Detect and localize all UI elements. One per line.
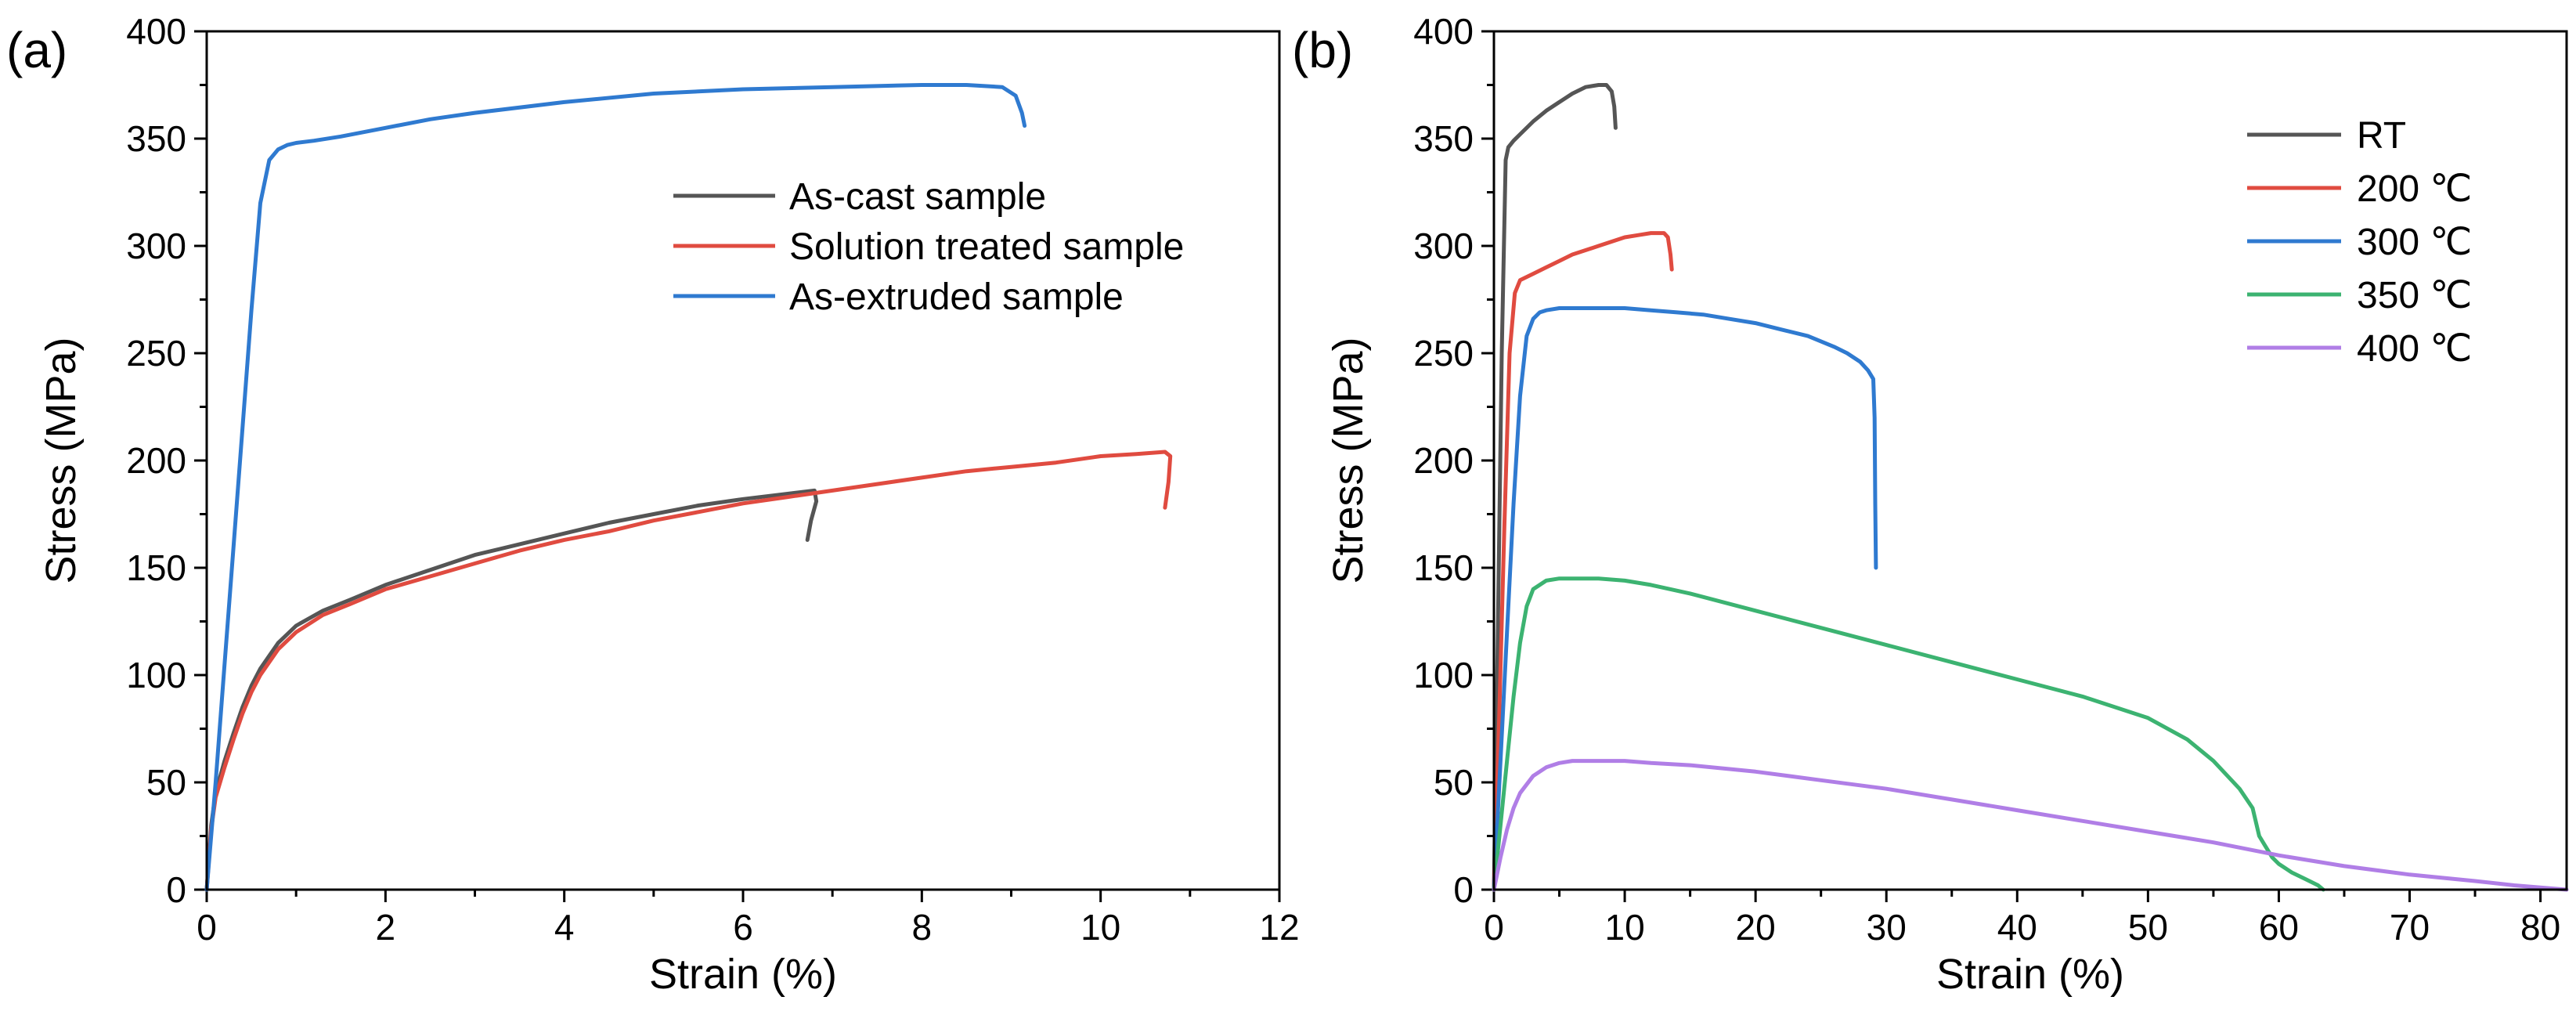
panel-a-series-line-0 — [204, 488, 819, 892]
panel-a-y-ticks: 0 50 100 150 200 250 300 350 400 — [126, 11, 207, 910]
panel-a-x-tick-label: 12 — [1259, 907, 1299, 948]
panel-b-series-line-0 — [1492, 83, 1618, 892]
panel-b-y-tick-label: 250 — [1413, 333, 1474, 374]
panel-b-y-tick-label: 400 — [1413, 11, 1474, 52]
panel-b-x-ticks: 0 10 20 30 40 50 60 70 80 — [1484, 890, 2560, 948]
panel-b-legend-label-3: 350 ℃ — [2357, 275, 2472, 316]
panel-b-x-tick-label: 0 — [1484, 907, 1504, 948]
panel-b-legend-label-0: RT — [2357, 115, 2406, 157]
panel-a-x-tick-label: 6 — [733, 907, 753, 948]
panel-b-legend: RT 200 ℃ 300 ℃ 350 ℃ 400 ℃ — [2247, 115, 2472, 370]
panel-a-x-axis-title: Strain (%) — [649, 951, 837, 998]
panel-a-label: (a) — [6, 22, 67, 78]
panel-a-series-line-1 — [204, 450, 1173, 892]
panel-b-series-line-3 — [1492, 576, 2325, 892]
panel-b-y-tick-label: 0 — [1453, 869, 1474, 910]
panel-b-x-tick-label: 70 — [2390, 907, 2430, 948]
panel-b-label: (b) — [1292, 22, 1353, 78]
panel-a-y-tick-label: 250 — [126, 333, 186, 374]
panel-b-series — [1492, 83, 2569, 892]
panel-a-y-tick-label: 150 — [126, 547, 186, 588]
panel-a-x-tick-label: 10 — [1081, 907, 1120, 948]
panel-a-y-tick-label: 200 — [126, 440, 186, 481]
panel-b-y-tick-label: 100 — [1413, 655, 1474, 695]
panel-b-series-line-4 — [1492, 759, 2569, 892]
panel-a-y-tick-label: 100 — [126, 655, 186, 695]
panel-b-y-tick-label: 350 — [1413, 118, 1474, 159]
panel-b-y-tick-label: 200 — [1413, 440, 1474, 481]
panel-a-chart: (a) 0 2 4 6 8 10 12 0 50 100 150 200 250 300 350 400 S… — [6, 11, 1300, 998]
panel-a-legend: As-cast sample Solution treated sample As-… — [673, 176, 1184, 318]
panel-a-x-ticks: 0 2 4 6 8 10 12 — [197, 890, 1300, 948]
panel-b-x-tick-label: 20 — [1736, 907, 1776, 948]
panel-a-legend-label-2: As-extruded sample — [789, 276, 1124, 318]
panel-a-x-tick-label: 8 — [912, 907, 933, 948]
panel-a-plot-frame — [205, 30, 1281, 891]
panel-b-x-tick-label: 30 — [1867, 907, 1907, 948]
panel-a-legend-label-1: Solution treated sample — [789, 226, 1184, 268]
panel-b-x-axis-title: Strain (%) — [1936, 951, 2124, 998]
panel-a-y-tick-label: 300 — [126, 226, 186, 266]
panel-b-series-line-1 — [1492, 231, 1674, 892]
panel-b-y-tick-label: 150 — [1413, 547, 1474, 588]
panel-a-x-tick-label: 4 — [554, 907, 575, 948]
panel-a-y-axis-title: Stress (MPa) — [38, 337, 85, 583]
panel-b-y-axis-title: Stress (MPa) — [1325, 337, 1372, 583]
panel-a-series-line-2 — [204, 83, 1027, 892]
panel-b-x-tick-label: 80 — [2520, 907, 2560, 948]
panel-b-x-tick-label: 10 — [1604, 907, 1644, 948]
panel-b-chart: (b) 0 10 20 30 40 50 60 70 80 0 50 100 150 200 250 300… — [1292, 11, 2569, 998]
panel-a-y-tick-label: 400 — [126, 11, 186, 52]
panel-b-legend-label-4: 400 ℃ — [2357, 328, 2472, 370]
panel-b-y-tick-label: 300 — [1413, 226, 1474, 266]
panel-a-series — [204, 83, 1173, 892]
panel-a-legend-label-0: As-cast sample — [789, 176, 1046, 218]
panel-a-y-tick-label: 350 — [126, 118, 186, 159]
panel-b-x-tick-label: 40 — [1997, 907, 2037, 948]
panel-b-y-tick-label: 50 — [1434, 762, 1474, 803]
panel-a-x-tick-label: 0 — [197, 907, 217, 948]
panel-b-series-line-2 — [1492, 306, 1878, 892]
panel-b-legend-label-1: 200 ℃ — [2357, 168, 2472, 210]
panel-b-plot-frame — [1492, 30, 2568, 891]
panel-b-y-ticks: 0 50 100 150 200 250 300 350 400 — [1413, 11, 1494, 910]
panel-b-legend-label-2: 300 ℃ — [2357, 222, 2472, 263]
panel-a-x-tick-label: 2 — [376, 907, 396, 948]
panel-a-y-tick-label: 50 — [146, 762, 186, 803]
panel-b-x-tick-label: 60 — [2259, 907, 2299, 948]
panel-a-y-tick-label: 0 — [166, 869, 186, 910]
panel-b-x-tick-label: 50 — [2128, 907, 2168, 948]
